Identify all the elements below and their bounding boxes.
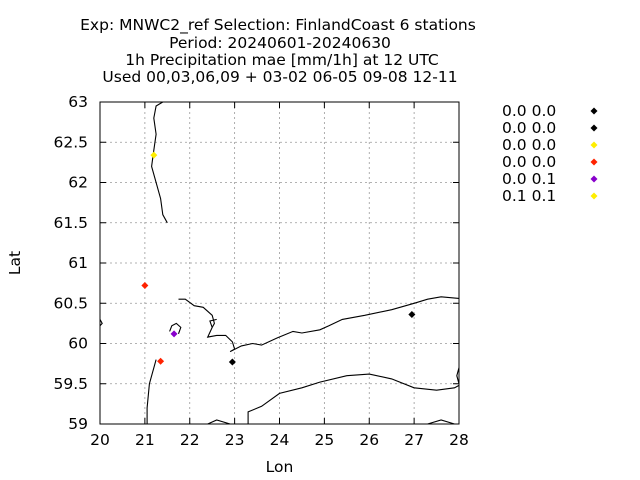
y-tick-label: 59.5 — [53, 375, 88, 393]
legend-label: 0.1 0.1 — [502, 187, 556, 205]
y-tick-label: 62.5 — [53, 133, 88, 151]
chart-title: Exp: MNWC2_ref Selection: FinlandCoast 6… — [80, 16, 476, 86]
y-tick-label: 60.5 — [53, 294, 88, 312]
legend-label: 0.0 0.0 — [502, 102, 556, 120]
legend-label: 0.0 0.1 — [502, 170, 556, 188]
title-line-1: Exp: MNWC2_ref Selection: FinlandCoast 6… — [80, 16, 476, 35]
legend-marker — [590, 107, 598, 115]
coastline — [146, 359, 157, 424]
y-tick-label: 59 — [68, 415, 88, 433]
legend-label: 0.0 0.0 — [502, 153, 556, 171]
x-tick-label: 20 — [90, 431, 110, 449]
legend-label: 0.0 0.0 — [502, 136, 556, 154]
x-tick-label: 25 — [315, 431, 335, 449]
station-marker — [157, 357, 165, 365]
y-axis-ticks: 59 59.5 60 60.5 61 61.5 62 62.5 63 — [53, 93, 459, 433]
legend-marker — [590, 141, 598, 149]
station-marker — [170, 330, 178, 338]
legend: 0.0 0.00.0 0.00.0 0.00.0 0.00.0 0.10.1 0… — [502, 102, 598, 205]
grid-lines — [100, 102, 459, 424]
coastline — [151, 101, 168, 224]
coastline — [247, 373, 460, 424]
y-tick-label: 63 — [68, 93, 88, 111]
station-marker — [228, 358, 236, 366]
coastline — [178, 296, 460, 353]
legend-marker — [590, 175, 598, 183]
station-points — [141, 151, 416, 366]
title-line-4: Used 00,03,06,09 + 03-02 06-05 09-08 12-… — [102, 68, 457, 86]
station-marker — [150, 151, 158, 159]
x-axis-ticks: 20 21 22 23 24 25 26 27 28 — [90, 102, 469, 449]
title-line-3: 1h Precipitation mae [mm/1h] at 12 UTC — [125, 51, 439, 69]
legend-marker — [590, 158, 598, 166]
x-tick-label: 23 — [225, 431, 245, 449]
coastline — [427, 419, 455, 425]
x-tick-label: 28 — [449, 431, 469, 449]
y-tick-label: 62 — [68, 174, 88, 192]
station-marker — [141, 282, 149, 290]
y-tick-label: 60 — [68, 335, 88, 353]
title-line-2: Period: 20240601-20240630 — [169, 34, 391, 52]
coastline — [209, 318, 217, 328]
coastline — [99, 319, 103, 327]
x-tick-label: 22 — [180, 431, 200, 449]
x-tick-label: 21 — [135, 431, 155, 449]
coastline — [169, 322, 182, 334]
coastlines — [99, 101, 460, 425]
y-tick-label: 61 — [68, 254, 88, 272]
y-axis-label: Lat — [6, 251, 24, 275]
station-marker — [408, 311, 416, 319]
x-axis-label: Lon — [266, 458, 294, 476]
coastline — [207, 419, 231, 425]
legend-marker — [590, 124, 598, 132]
legend-label: 0.0 0.0 — [502, 119, 556, 137]
x-tick-label: 27 — [404, 431, 424, 449]
y-tick-label: 61.5 — [53, 214, 88, 232]
legend-marker — [590, 192, 598, 200]
x-tick-label: 24 — [270, 431, 290, 449]
coastline — [456, 367, 460, 384]
x-tick-label: 26 — [359, 431, 379, 449]
